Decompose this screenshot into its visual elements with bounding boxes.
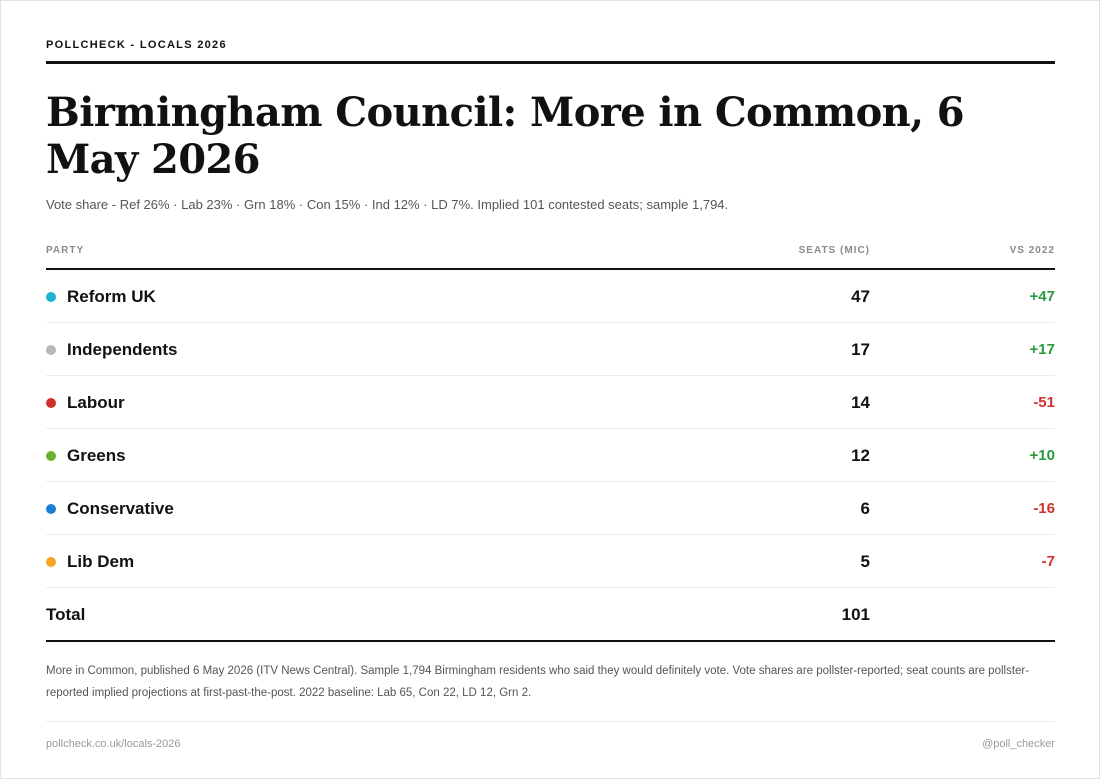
party-name: Labour xyxy=(67,393,125,412)
page-title: Birmingham Council: More in Common, 6 Ma… xyxy=(46,89,965,183)
party-color-dot xyxy=(46,292,56,302)
seat-count: 17 xyxy=(851,340,870,359)
table-row: Conservative 6 -16 xyxy=(46,482,1055,535)
footer-rule xyxy=(46,721,1055,722)
subtitle: Vote share - Ref 26% · Lab 23% · Grn 18%… xyxy=(46,197,729,212)
party-name: Reform UK xyxy=(67,287,156,306)
party-color-dot xyxy=(46,398,56,408)
footer-url: pollcheck.co.uk/locals-2026 xyxy=(46,738,181,750)
total-value: 101 xyxy=(841,605,870,624)
seat-count: 14 xyxy=(851,393,870,412)
seat-change: +17 xyxy=(1029,341,1055,358)
table-header: PARTY SEATS (MIC) VS 2022 xyxy=(46,245,1055,259)
party-color-dot xyxy=(46,345,56,355)
table-row: Greens 12 +10 xyxy=(46,429,1055,482)
party-name: Greens xyxy=(67,446,126,465)
party-name: Independents xyxy=(67,340,178,359)
seat-change: -16 xyxy=(1033,500,1055,517)
seat-count: 47 xyxy=(851,287,870,306)
party-name: Conservative xyxy=(67,499,174,518)
party-color-dot xyxy=(46,557,56,567)
party-color-dot xyxy=(46,451,56,461)
header-seats: SEATS (MIC) xyxy=(798,245,870,256)
seat-change: -7 xyxy=(1041,553,1055,570)
header-vs-2022: VS 2022 xyxy=(1009,245,1055,256)
seat-change: +47 xyxy=(1029,288,1055,305)
seat-count: 5 xyxy=(860,552,870,571)
table-row: Lib Dem 5 -7 xyxy=(46,535,1055,588)
table-row: Labour 14 -51 xyxy=(46,376,1055,429)
source-notes: More in Common, published 6 May 2026 (IT… xyxy=(46,665,1030,699)
table-row: Reform UK 47 +47 xyxy=(46,270,1055,323)
seat-change: -51 xyxy=(1033,394,1055,411)
header-party: PARTY xyxy=(46,245,85,256)
total-row: Total 101 xyxy=(46,588,1055,640)
seat-count: 12 xyxy=(851,446,870,465)
header-rule xyxy=(46,268,1055,270)
kicker: POLLCHECK - LOCALS 2026 xyxy=(46,39,227,51)
party-color-dot xyxy=(46,504,56,514)
party-rows: Reform UK 47 +47 Independents 17 +17 Lab… xyxy=(46,270,1055,588)
total-rule xyxy=(46,640,1055,642)
seat-count: 6 xyxy=(860,499,870,518)
table-row: Independents 17 +17 xyxy=(46,323,1055,376)
top-rule xyxy=(46,61,1055,64)
seat-change: +10 xyxy=(1029,447,1055,464)
party-name: Lib Dem xyxy=(67,552,135,571)
total-label: Total xyxy=(46,605,86,624)
footer-handle: @poll_checker xyxy=(982,738,1055,750)
